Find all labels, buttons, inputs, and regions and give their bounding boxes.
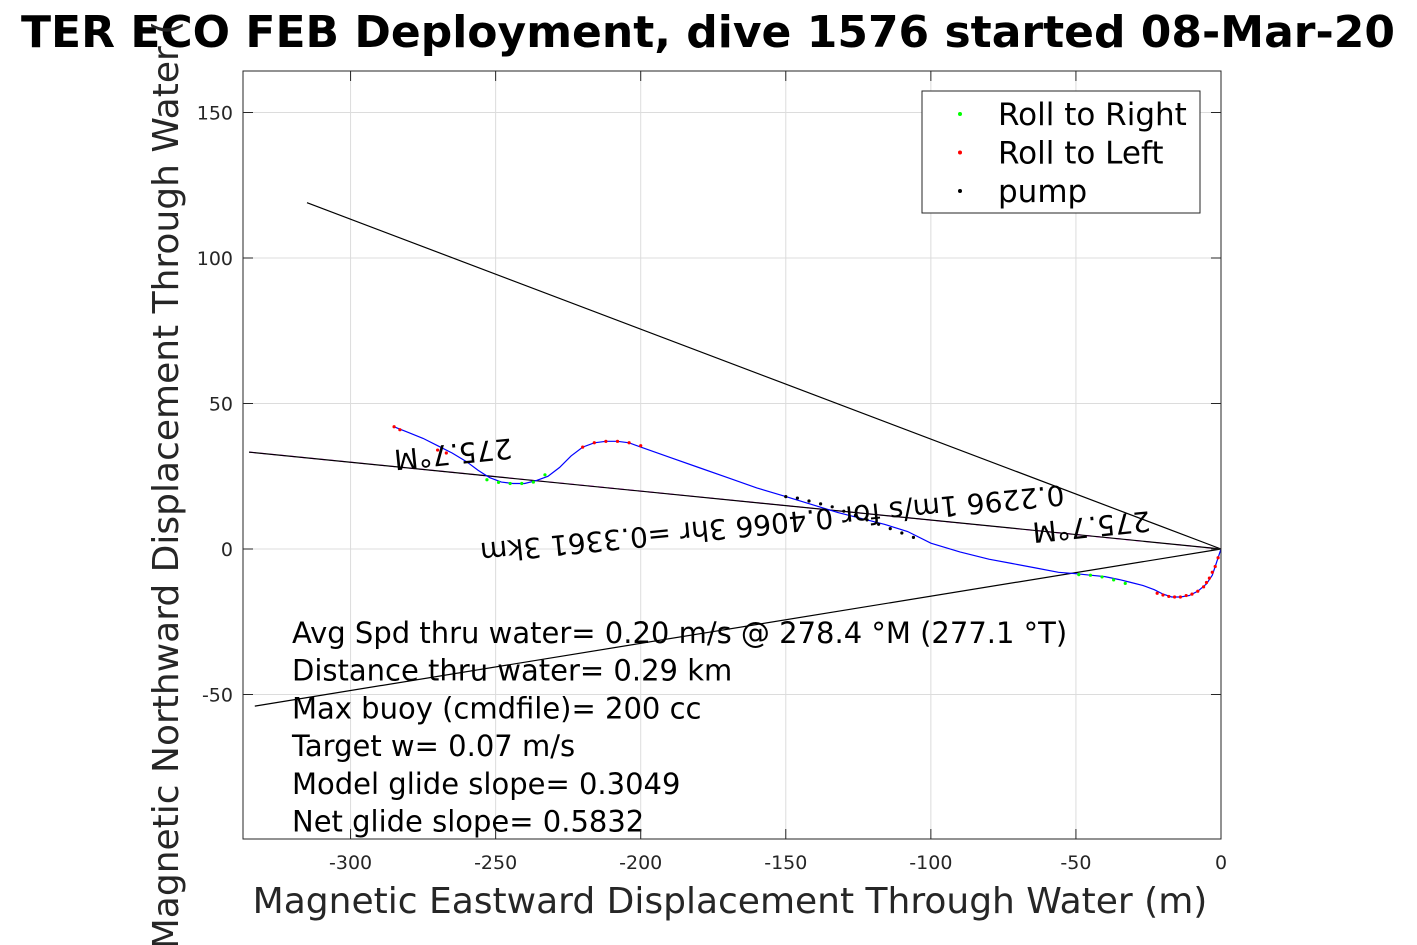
y-axis-ticks: -50 0 50 100 150 bbox=[197, 103, 1221, 707]
heading-line bbox=[254, 548, 1222, 707]
x-tick-label: -150 bbox=[764, 852, 807, 874]
roll-left-point bbox=[444, 451, 448, 455]
roll-right-point bbox=[1112, 578, 1116, 582]
stat-line: Max buoy (cmdfile)= 200 cc bbox=[292, 691, 701, 725]
x-tick-label: -250 bbox=[474, 852, 517, 874]
roll-left-point bbox=[1210, 570, 1214, 574]
roll-right-point bbox=[1088, 573, 1093, 577]
x-tick-label: -300 bbox=[329, 852, 372, 874]
roll-left-point bbox=[1216, 556, 1220, 560]
pump-point bbox=[784, 495, 788, 499]
roll-left-point bbox=[615, 439, 620, 443]
roll-left-point bbox=[1201, 585, 1206, 589]
pump-point bbox=[911, 535, 916, 539]
axes-frame bbox=[242, 70, 1222, 840]
pump-point bbox=[818, 502, 823, 506]
pump-point bbox=[853, 513, 858, 518]
roll-left-point bbox=[1167, 594, 1171, 599]
legend-marker bbox=[958, 150, 962, 155]
roll-left-point bbox=[581, 445, 585, 449]
stat-line: Model glide slope= 0.3049 bbox=[292, 767, 680, 801]
pump-point bbox=[830, 505, 834, 509]
y-tick-label: 50 bbox=[209, 394, 233, 416]
roll-right-point bbox=[1100, 575, 1104, 579]
x-axis-ticks: -300 -250 -200 -150 -100 -50 0 bbox=[329, 71, 1227, 874]
roll-left-point bbox=[592, 441, 596, 445]
pump-point bbox=[877, 522, 881, 526]
roll-right-point bbox=[485, 478, 489, 482]
stat-line: Net glide slope= 0.5832 bbox=[292, 805, 644, 839]
roll-left-point bbox=[436, 448, 440, 452]
roll-right-point bbox=[520, 481, 524, 486]
roll-right-point bbox=[496, 480, 501, 484]
stat-line: Avg Spd thru water= 0.20 m/s @ 278.4 °M … bbox=[292, 616, 1067, 650]
pump-point bbox=[900, 531, 904, 535]
roll-left-point bbox=[1196, 589, 1200, 593]
pump-point bbox=[888, 527, 892, 531]
roll-left-point bbox=[627, 441, 631, 445]
roll-right-point bbox=[1077, 573, 1081, 577]
roll-left-point bbox=[1207, 576, 1211, 580]
stat-line: Distance thru water= 0.29 km bbox=[292, 654, 732, 688]
pump-point bbox=[842, 509, 846, 513]
pump-point bbox=[865, 518, 869, 522]
roll-pump-markers bbox=[392, 425, 1220, 599]
roll-left-point bbox=[1190, 592, 1194, 596]
legend-box bbox=[921, 90, 1201, 214]
roll-left-point bbox=[398, 428, 402, 432]
roll-right-point bbox=[543, 473, 547, 477]
roll-left-point bbox=[1184, 593, 1188, 598]
roll-left-point bbox=[1155, 591, 1159, 595]
roll-left-point bbox=[604, 439, 608, 443]
y-tick-label: 150 bbox=[197, 103, 233, 125]
legend-marker bbox=[958, 189, 962, 193]
grid-lines bbox=[243, 71, 1222, 839]
roll-left-point bbox=[1161, 593, 1165, 597]
x-axis-label: Magnetic Eastward Displacement Through W… bbox=[253, 881, 1208, 922]
roll-left-point bbox=[392, 425, 396, 429]
roll-right-point bbox=[1123, 581, 1127, 585]
roll-left-point bbox=[1172, 595, 1177, 599]
roll-left-point bbox=[1204, 580, 1209, 585]
heading-line bbox=[248, 451, 1222, 550]
y-tick-label: -50 bbox=[202, 685, 233, 707]
roll-right-point bbox=[508, 481, 512, 486]
roll-left-point bbox=[1178, 595, 1182, 599]
heading-lines bbox=[248, 202, 1222, 707]
legend-marker bbox=[958, 112, 962, 116]
roll-left-point bbox=[1213, 564, 1217, 569]
x-tick-label: -100 bbox=[909, 852, 952, 874]
x-tick-label: 0 bbox=[1215, 852, 1227, 874]
pump-point bbox=[795, 496, 799, 500]
roll-right-point bbox=[531, 480, 535, 484]
axes-box bbox=[242, 70, 1222, 840]
stats-block: Avg Spd thru water= 0.20 m/s @ 278.4 °M … bbox=[291, 616, 1067, 839]
y-tick-label: 0 bbox=[221, 539, 233, 561]
heading-line bbox=[306, 202, 1222, 550]
legend-label: Roll to Left bbox=[998, 136, 1164, 172]
legend-label: pump bbox=[998, 174, 1087, 210]
stat-line: Target w= 0.07 m/s bbox=[291, 729, 575, 763]
legend-label: Roll to Right bbox=[998, 97, 1187, 133]
roll-left-point bbox=[639, 444, 643, 448]
chart-title: TER ECO FEB Deployment, dive 1576 starte… bbox=[21, 7, 1395, 58]
x-tick-label: -200 bbox=[619, 852, 662, 874]
y-axis-label: Magnetic Northward Displacement Through … bbox=[146, 21, 187, 945]
y-tick-label: 100 bbox=[197, 248, 233, 270]
pump-point bbox=[807, 499, 811, 503]
x-tick-label: -50 bbox=[1060, 852, 1091, 874]
